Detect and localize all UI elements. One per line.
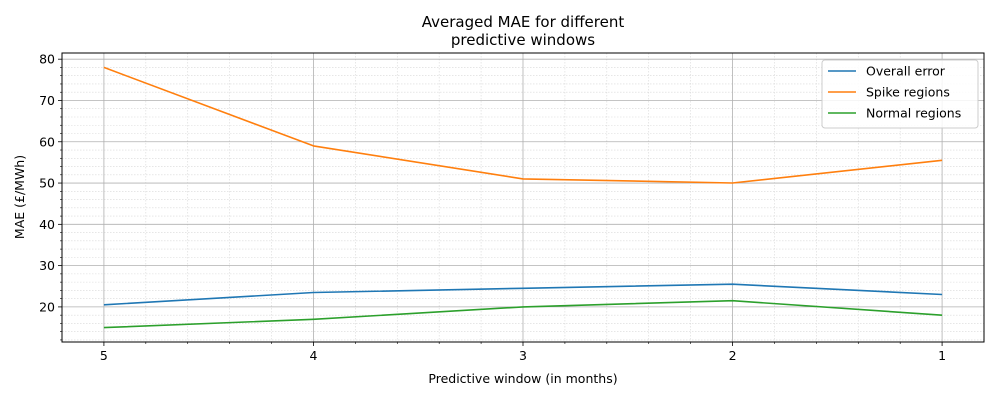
x-axis-label: Predictive window (in months) — [428, 371, 617, 386]
legend-label-overall-error: Overall error — [866, 64, 946, 79]
y-tick-label: 60 — [39, 134, 55, 149]
y-tick-label: 20 — [39, 299, 55, 314]
legend-label-normal-regions: Normal regions — [866, 106, 961, 121]
x-tick-label: 2 — [729, 348, 737, 363]
y-tick-label: 80 — [39, 52, 55, 67]
major-grid — [62, 53, 984, 342]
chart-title-line-2: predictive windows — [451, 31, 595, 49]
x-tick-label: 3 — [519, 348, 527, 363]
x-tick-label: 5 — [100, 348, 108, 363]
y-tick-label: 70 — [39, 93, 55, 108]
series-line-overall-error — [103, 283, 943, 306]
legend: Overall error Spike regions Normal regio… — [821, 59, 979, 129]
y-tick-label: 50 — [39, 176, 55, 191]
series-line-spike-regions — [103, 66, 943, 184]
y-tick-label: 30 — [39, 258, 55, 273]
y-tick-label: 40 — [39, 217, 55, 232]
chart-title-line-1: Averaged MAE for different — [422, 13, 625, 31]
legend-box — [821, 59, 979, 129]
y-axis-label: MAE (£/MWh) — [12, 155, 27, 239]
y-axis-ticks: 20 30 40 50 60 70 80 — [39, 52, 62, 341]
minor-grid — [62, 53, 984, 342]
x-tick-label: 1 — [938, 348, 946, 363]
x-axis-ticks: 5 4 3 2 1 — [100, 342, 946, 363]
series-layer — [103, 66, 943, 329]
x-tick-label: 4 — [309, 348, 317, 363]
series-line-normal-regions — [103, 299, 943, 329]
legend-label-spike-regions: Spike regions — [866, 85, 950, 100]
